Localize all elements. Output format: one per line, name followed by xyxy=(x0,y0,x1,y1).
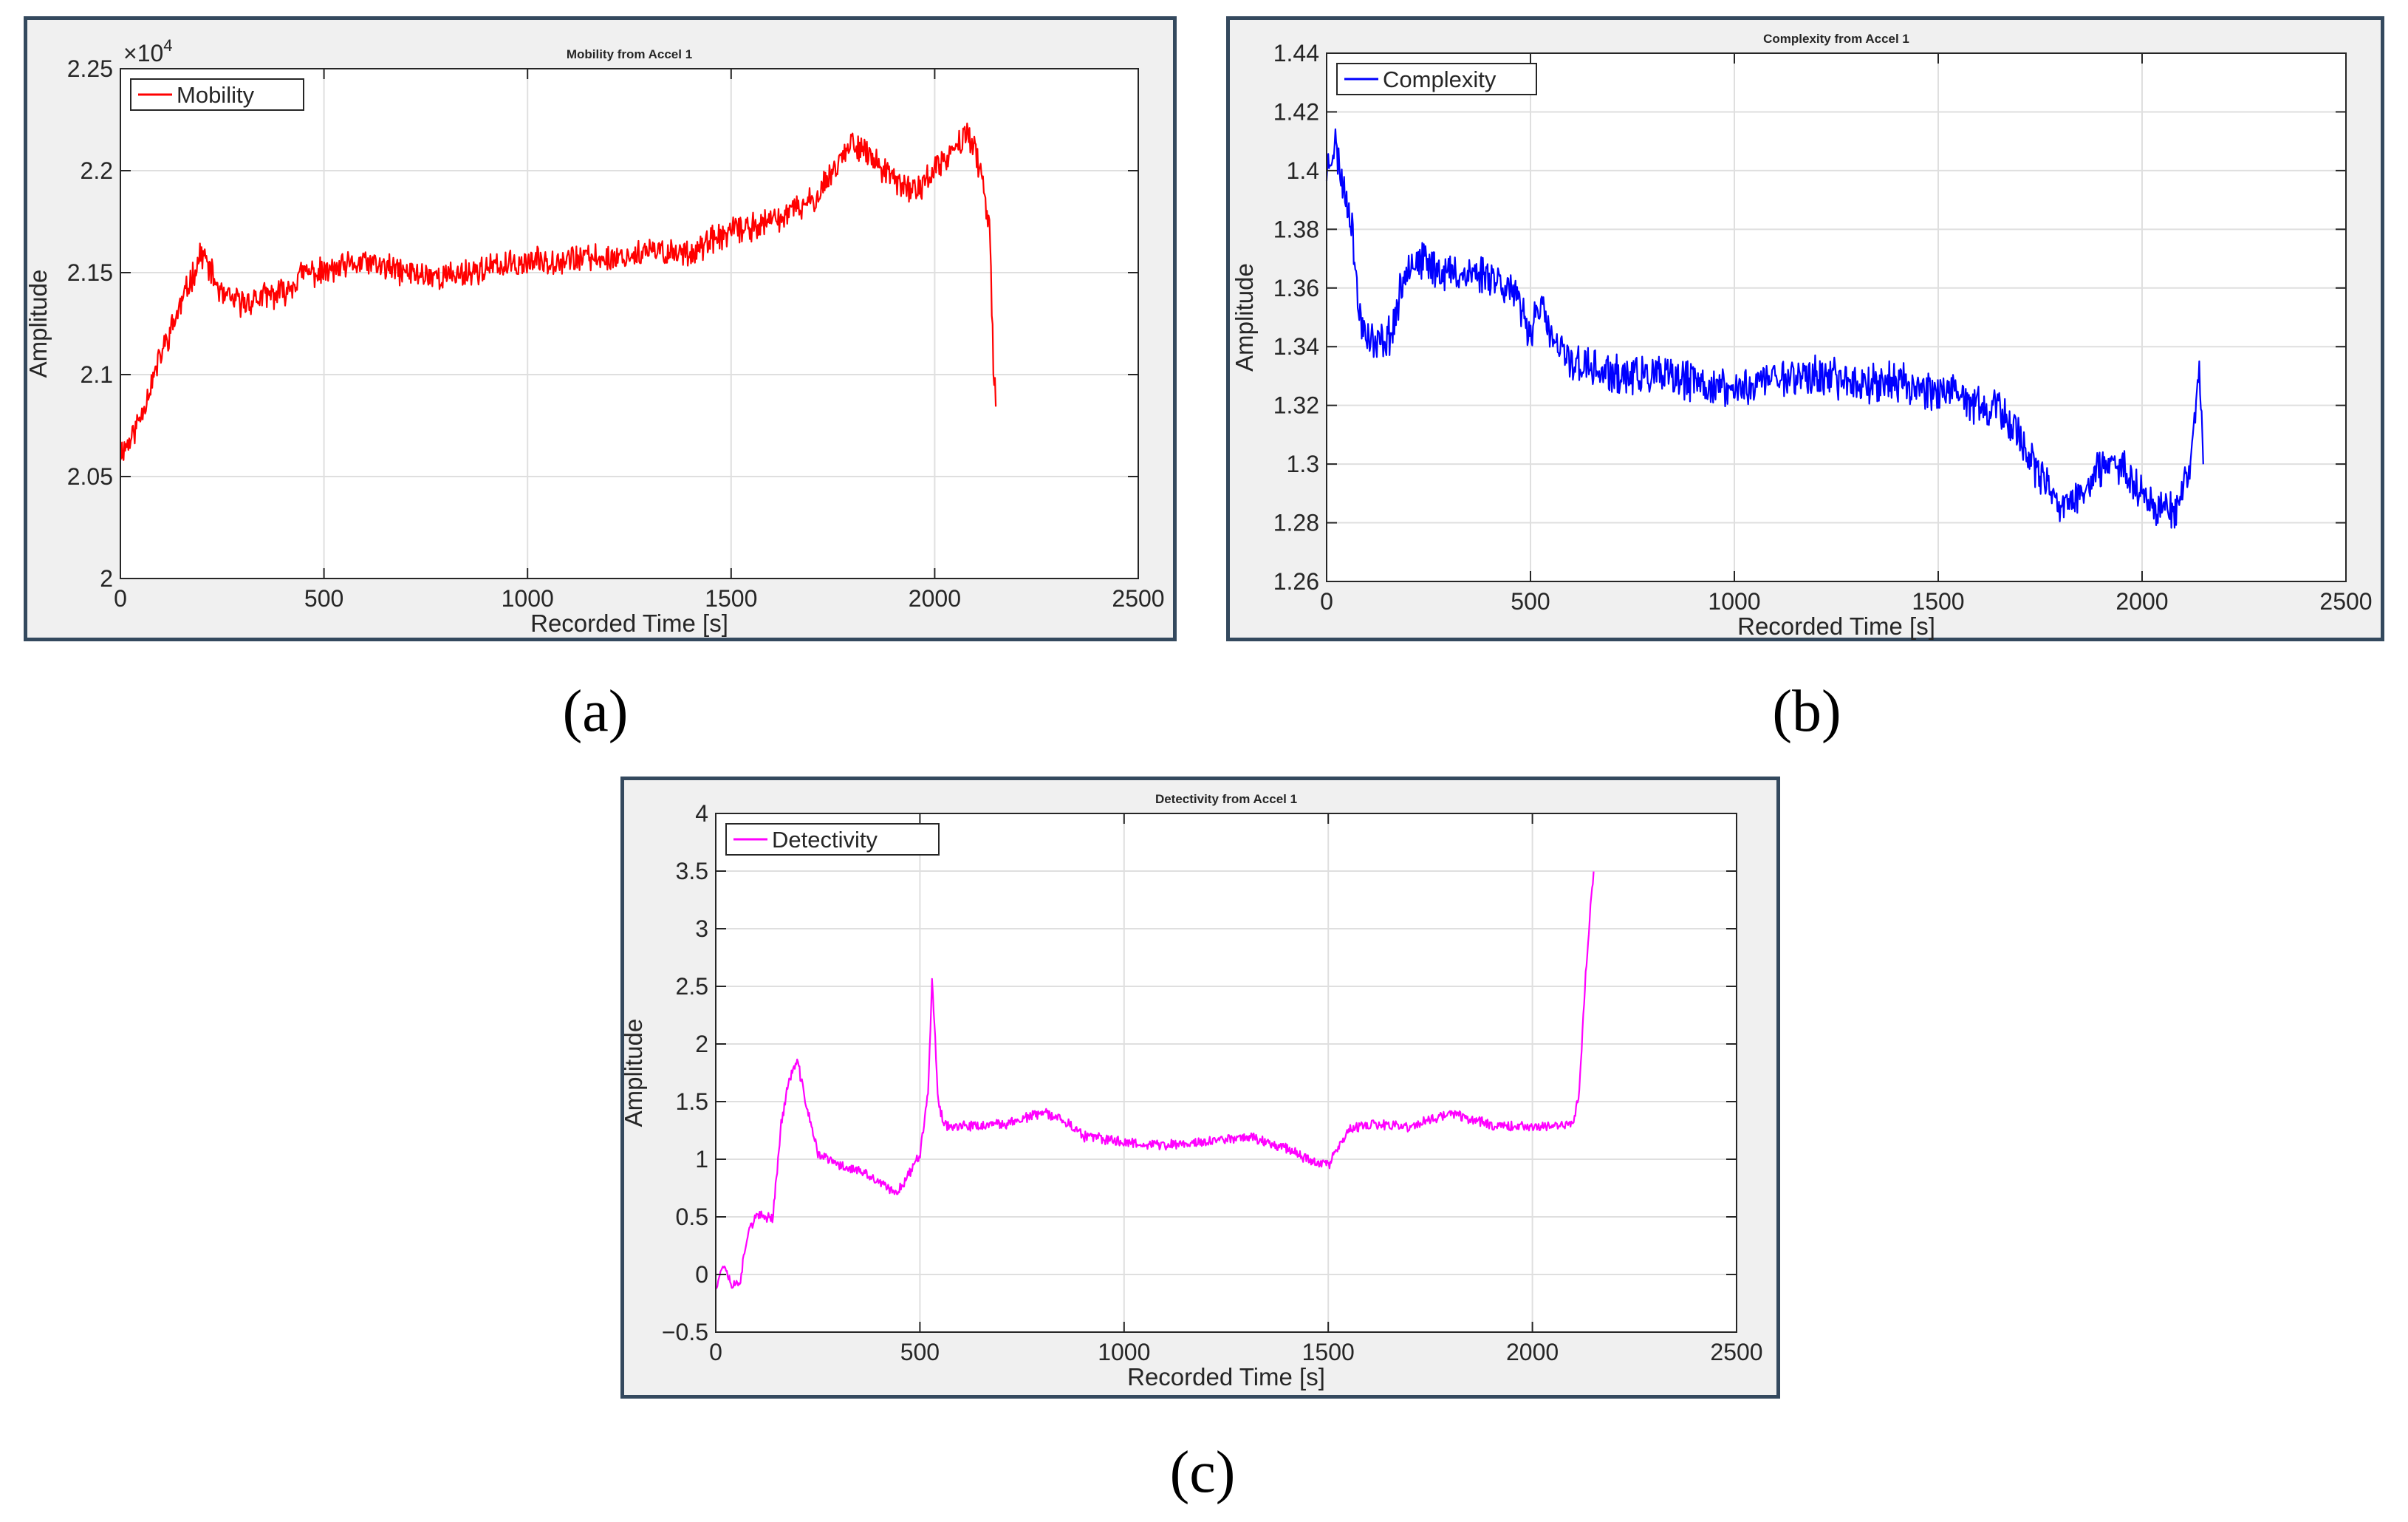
series-line-mobility xyxy=(119,122,997,461)
plot-area xyxy=(1327,53,2346,581)
x-tick-label: 1500 xyxy=(1302,1339,1355,1365)
x-tick-label: 1500 xyxy=(1912,588,1964,615)
y-tick-label: 1 xyxy=(695,1146,708,1173)
y-tick-label: 0 xyxy=(695,1261,708,1288)
y-tick-label: 1.28 xyxy=(1273,510,1319,536)
x-axis-label: Recorded Time [s] xyxy=(1737,612,1935,640)
chart-title: Complexity from Accel 1 xyxy=(1763,32,1909,46)
y-exponent-label: ×104 xyxy=(123,36,173,66)
series-line-complexity xyxy=(1325,128,2204,529)
x-tick-label: 1500 xyxy=(705,585,757,612)
y-exponent-power: 4 xyxy=(163,36,172,55)
y-tick-label: 2.1 xyxy=(81,361,113,388)
y-tick-label: 3 xyxy=(695,915,708,942)
chart-svg-a: 0 500 1000 1500 2000 2500 2 2.05 2.1 2.15 2.2 2.25 ×… xyxy=(24,36,1165,637)
x-tick-label: 1000 xyxy=(502,585,554,612)
legend: Detectivity xyxy=(725,823,940,856)
y-tick-label: 1.44 xyxy=(1273,40,1319,66)
y-tick-label: 1.38 xyxy=(1273,216,1319,242)
x-tick-label: 500 xyxy=(1511,588,1550,615)
axes-box xyxy=(120,68,1139,579)
x-tick-label: 500 xyxy=(900,1339,940,1365)
plot-area xyxy=(120,69,1138,579)
y-tick-label: 2 xyxy=(100,565,113,592)
x-tick-label: 1000 xyxy=(1708,588,1760,615)
x-axis-label: Recorded Time [s] xyxy=(530,610,728,637)
y-tick-label: 1.3 xyxy=(1287,451,1319,477)
chart-svg-b: 0 500 1000 1500 2000 2500 1.26 1.28 1.3 1.32 1.34 1… xyxy=(1231,32,2373,640)
y-axis-label: Amplitude xyxy=(24,270,52,378)
x-tick-label: 2000 xyxy=(1506,1339,1559,1365)
y-tick-label: −0.5 xyxy=(662,1319,708,1345)
x-tick-label: 1000 xyxy=(1098,1339,1150,1365)
y-tick-label: 1.4 xyxy=(1287,157,1319,184)
y-tick-label: 1.42 xyxy=(1273,98,1319,125)
x-tick-label: 2500 xyxy=(2319,588,2372,615)
legend-label: Mobility xyxy=(177,82,255,108)
y-tick-label: 1.26 xyxy=(1273,568,1319,595)
caption-a: (a) xyxy=(562,679,629,744)
caption-c: (c) xyxy=(1169,1440,1236,1505)
y-tick-label: 2.2 xyxy=(81,157,113,184)
x-tick-label: 500 xyxy=(304,585,343,612)
legend: Mobility xyxy=(130,78,304,111)
axes-box xyxy=(1326,52,2347,582)
x-tick-label: 2500 xyxy=(1112,585,1164,612)
legend-label: Detectivity xyxy=(772,827,878,853)
y-tick-label: 1.34 xyxy=(1273,333,1319,360)
y-axis-label: Amplitude xyxy=(620,1019,647,1127)
chart-panel-b: 0 500 1000 1500 2000 2500 1.26 1.28 1.3 1.32 1.34 1… xyxy=(1226,16,2384,641)
y-tick-label: 1.36 xyxy=(1273,275,1319,301)
legend: Complexity xyxy=(1336,63,1537,95)
y-tick-label: 2.15 xyxy=(67,259,113,286)
chart-title: Detectivity from Accel 1 xyxy=(1155,792,1297,806)
axes-box xyxy=(715,813,1737,1333)
legend-label: Complexity xyxy=(1383,66,1497,92)
chart-panel-a: 0 500 1000 1500 2000 2500 2 2.05 2.1 2.15 2.2 2.25 ×… xyxy=(24,16,1177,641)
chart-svg-c: 0 500 1000 1500 2000 2500−0.500.511.522.533.5… xyxy=(620,792,1763,1390)
y-tick-label: 2.25 xyxy=(67,55,113,82)
x-tick-label: 2500 xyxy=(1710,1339,1762,1365)
x-tick-label: 0 xyxy=(709,1339,722,1365)
plot-area xyxy=(716,813,1737,1332)
y-tick-label: 1.32 xyxy=(1273,392,1319,419)
chart-title: Mobility from Accel 1 xyxy=(567,47,692,61)
chart-panel-c: 0 500 1000 1500 2000 2500 −0.5 0 0.5 1 1.5 2 2.5 3 3.5… xyxy=(620,777,1780,1399)
y-tick-label: 0.5 xyxy=(676,1204,708,1230)
x-tick-label: 0 xyxy=(114,585,127,612)
y-axis-label: Amplitude xyxy=(1231,263,1258,372)
x-tick-label: 2000 xyxy=(909,585,961,612)
y-tick-label: 2.05 xyxy=(67,463,113,490)
y-tick-label: 3.5 xyxy=(676,858,708,884)
x-tick-label: 0 xyxy=(1320,588,1333,615)
x-axis-label: Recorded Time [s] xyxy=(1127,1363,1325,1390)
y-tick-label: 1.5 xyxy=(676,1088,708,1115)
y-tick-label: 2 xyxy=(695,1031,708,1057)
caption-b: (b) xyxy=(1772,679,1841,744)
x-tick-label: 2000 xyxy=(2115,588,2168,615)
series-line-detectivity xyxy=(715,871,1595,1289)
y-tick-label: 2.5 xyxy=(676,973,708,1000)
y-tick-label: 4 xyxy=(695,800,708,827)
